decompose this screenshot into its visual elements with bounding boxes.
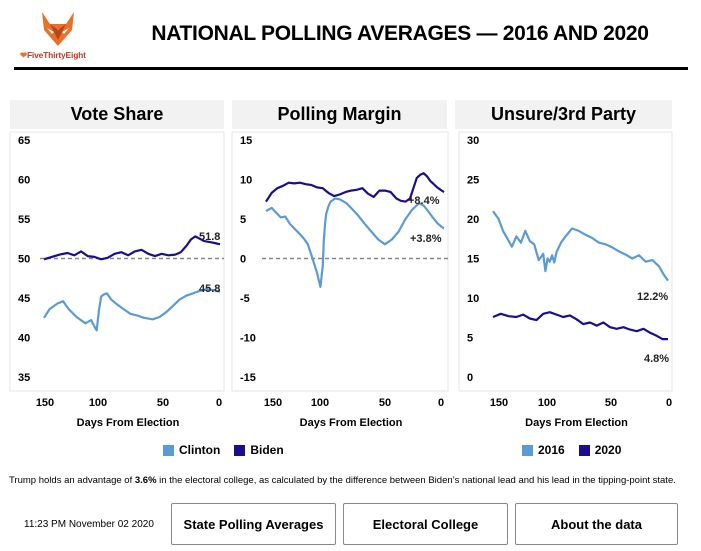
y-tick-label: 10 xyxy=(467,293,479,305)
updated-timestamp: 11:23 PM November 02 2020 xyxy=(24,519,154,530)
legend-item-2020: 2020 xyxy=(578,443,622,457)
x-tick-label: 50 xyxy=(605,397,617,409)
y-tick-label: -15 xyxy=(240,372,256,384)
y-tick-label: 5 xyxy=(467,333,473,345)
electoral-college-note: Trump holds an advantage of 3.6% in the … xyxy=(9,475,676,486)
legend-item-clinton: Clinton xyxy=(163,443,220,457)
x-axis-title: Days From Election xyxy=(525,417,628,429)
logo-wordmark: FiveThirtyEight xyxy=(26,50,86,60)
y-tick-label: 50 xyxy=(18,254,30,266)
y-tick-label: 10 xyxy=(240,175,252,187)
unsure-legend: 2016 2020 xyxy=(522,443,635,457)
y-tick-label: -10 xyxy=(240,333,256,345)
legend-swatch-clinton xyxy=(163,444,174,456)
x-tick-label: 0 xyxy=(216,397,222,409)
end-value-label: 12.2% xyxy=(637,291,668,303)
y-tick-label: 55 xyxy=(18,214,30,226)
vote-share-chart: 65 60 55 50 45 40 35 51.8 45.8 150 100 50 0 Days From… xyxy=(9,131,225,429)
x-tick-label: 50 xyxy=(157,397,169,409)
legend-swatch-2020 xyxy=(578,444,590,456)
legend-swatch-2016 xyxy=(522,444,533,456)
x-axis-title: Days From Election xyxy=(77,417,180,429)
y-tick-label: 0 xyxy=(467,372,473,384)
y-tick-label: 65 xyxy=(18,135,30,147)
legend-label-clinton: Clinton xyxy=(179,443,221,457)
legend-label-2020: 2020 xyxy=(594,443,622,457)
y-tick-label: 0 xyxy=(240,254,246,266)
note-suffix: in the electoral college, as calculated … xyxy=(156,475,676,486)
legend-label-biden: Biden xyxy=(250,443,284,457)
end-value-label: 51.8 xyxy=(199,231,220,243)
fivethirtyeight-logo: ❤FiveThirtyEight xyxy=(14,8,96,64)
x-tick-label: 150 xyxy=(490,397,508,409)
end-value-label: 4.8% xyxy=(644,353,669,365)
legend-label-2016: 2016 xyxy=(538,443,565,457)
series-line-2020 xyxy=(492,311,668,341)
x-tick-label: 150 xyxy=(264,397,282,409)
x-axis-title: Days From Election xyxy=(300,417,403,429)
x-tick-label: 100 xyxy=(538,397,556,409)
end-value-label: +3.8% xyxy=(410,233,442,245)
fox-icon xyxy=(42,12,74,46)
y-tick-label: 35 xyxy=(18,372,30,384)
x-tick-label: 0 xyxy=(438,397,444,409)
y-tick-label: 60 xyxy=(18,175,30,187)
x-tick-label: 0 xyxy=(666,397,672,409)
y-tick-label: 45 xyxy=(18,293,30,305)
end-value-label: 45.8 xyxy=(199,283,220,295)
plot-frame xyxy=(231,131,449,392)
x-tick-label: 100 xyxy=(89,397,107,409)
series-line-clinton xyxy=(265,197,445,288)
y-tick-label: 5 xyxy=(240,214,246,226)
electoral-college-button[interactable]: Electoral College xyxy=(343,503,508,545)
state-polling-averages-button[interactable]: State Polling Averages xyxy=(171,503,336,545)
y-tick-label: -5 xyxy=(240,293,250,305)
legend-item-2016: 2016 xyxy=(522,443,565,457)
y-tick-label: 15 xyxy=(467,254,479,266)
series-line-biden xyxy=(43,235,221,261)
vote-share-legend: Clinton Biden xyxy=(163,443,298,457)
plot-frame xyxy=(458,131,673,392)
legend-swatch-biden xyxy=(234,444,246,456)
y-tick-label: 20 xyxy=(467,214,479,226)
unsure-third-party-title: Unsure/3rd Party xyxy=(455,100,672,129)
note-prefix: Trump holds an advantage of xyxy=(9,475,135,486)
end-value-label: +8.4% xyxy=(408,195,440,207)
polling-margin-title: Polling Margin xyxy=(232,100,447,129)
vote-share-title: Vote Share xyxy=(10,100,224,129)
page-title: NATIONAL POLLING AVERAGES — 2016 AND 202… xyxy=(151,22,649,45)
about-the-data-button[interactable]: About the data xyxy=(515,503,678,545)
header-divider xyxy=(14,67,688,70)
y-tick-label: 25 xyxy=(467,175,479,187)
series-line-2016 xyxy=(492,210,669,282)
x-tick-label: 150 xyxy=(36,397,54,409)
y-tick-label: 30 xyxy=(467,135,479,147)
y-tick-label: 40 xyxy=(18,333,30,345)
series-line-clinton xyxy=(43,288,221,332)
logo-heart-icon: ❤ xyxy=(20,50,27,60)
logo-text: ❤FiveThirtyEight xyxy=(20,50,86,61)
plot-frame xyxy=(9,131,225,392)
y-tick-label: 15 xyxy=(240,135,252,147)
series-line-biden xyxy=(265,172,445,203)
note-advantage-value: 3.6% xyxy=(134,475,157,486)
x-tick-label: 100 xyxy=(311,397,329,409)
x-tick-label: 50 xyxy=(379,397,391,409)
legend-item-biden: Biden xyxy=(234,443,284,457)
